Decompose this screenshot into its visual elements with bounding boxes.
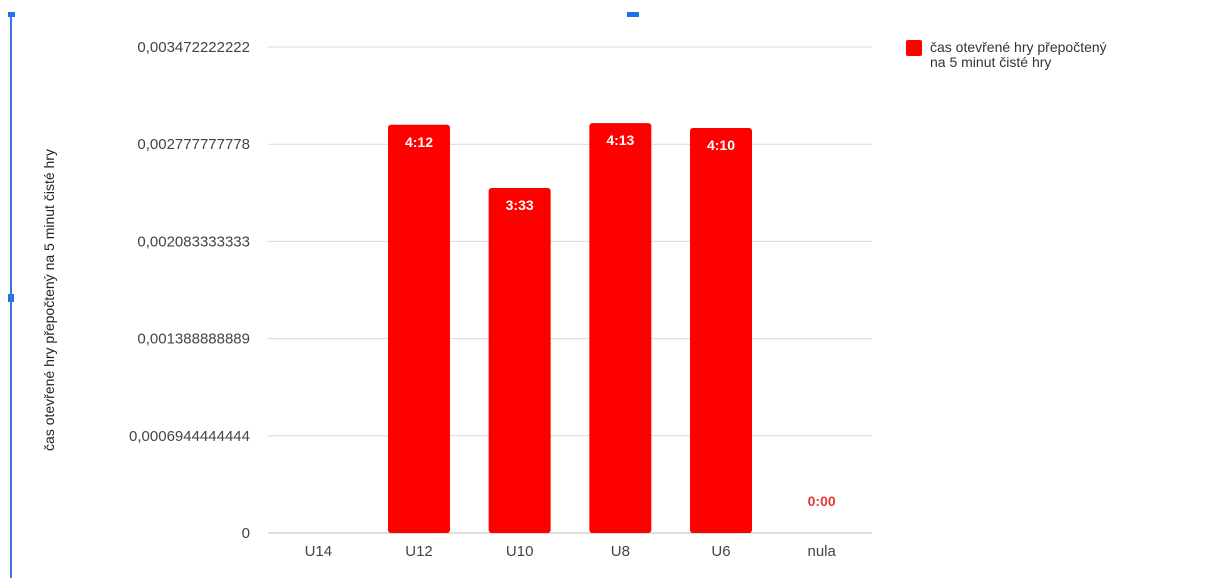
bar[interactable] xyxy=(690,127,752,533)
data-labels: 4:12 3:33 4:13 4:10 0:00 xyxy=(405,132,836,509)
y-tick-label: 0,002083333333 xyxy=(137,233,250,250)
x-tick-label: U14 xyxy=(305,543,333,560)
y-tick-label: 0 xyxy=(242,525,250,542)
x-tick-label: U8 xyxy=(611,543,630,560)
gridlines xyxy=(268,46,872,534)
y-tick-label: 0,003472222222 xyxy=(137,39,250,56)
x-tick-label: U10 xyxy=(506,543,534,560)
bars xyxy=(388,123,752,534)
y-axis-title: čas otevřené hry přepočtený na 5 minut č… xyxy=(41,149,57,451)
selection-handle-top-middle[interactable] xyxy=(627,12,639,17)
y-tick-label: 0,0006944444444 xyxy=(129,428,250,445)
legend-label-line-1: čas otevřené hry přepočtený xyxy=(930,39,1107,55)
legend[interactable]: čas otevřené hry přepočtený na 5 minut č… xyxy=(906,39,1111,70)
bar[interactable] xyxy=(488,187,551,533)
data-label: 4:13 xyxy=(606,132,634,148)
x-tick-label: U6 xyxy=(711,543,730,560)
x-tick-labels: U14 U12 U10 U8 U6 nula xyxy=(305,543,837,560)
data-label: 4:12 xyxy=(405,134,433,150)
legend-label: čas otevřené hry přepočtený na 5 minut č… xyxy=(930,39,1111,70)
bar[interactable] xyxy=(388,124,450,534)
data-label: 0:00 xyxy=(808,493,836,509)
y-tick-labels: 0 0,0006944444444 0,001388888889 0,00208333… xyxy=(129,39,250,542)
x-tick-label: U12 xyxy=(405,543,433,560)
legend-label-line-2: na 5 minut čisté hry xyxy=(930,54,1051,70)
bar[interactable] xyxy=(589,123,652,534)
y-tick-label: 0,001388888889 xyxy=(137,331,250,348)
data-label: 3:33 xyxy=(506,197,534,213)
x-tick-label: nula xyxy=(807,543,836,560)
y-tick-label: 0,002777777778 xyxy=(137,136,250,153)
legend-swatch xyxy=(906,40,922,56)
data-label: 4:10 xyxy=(707,137,735,153)
